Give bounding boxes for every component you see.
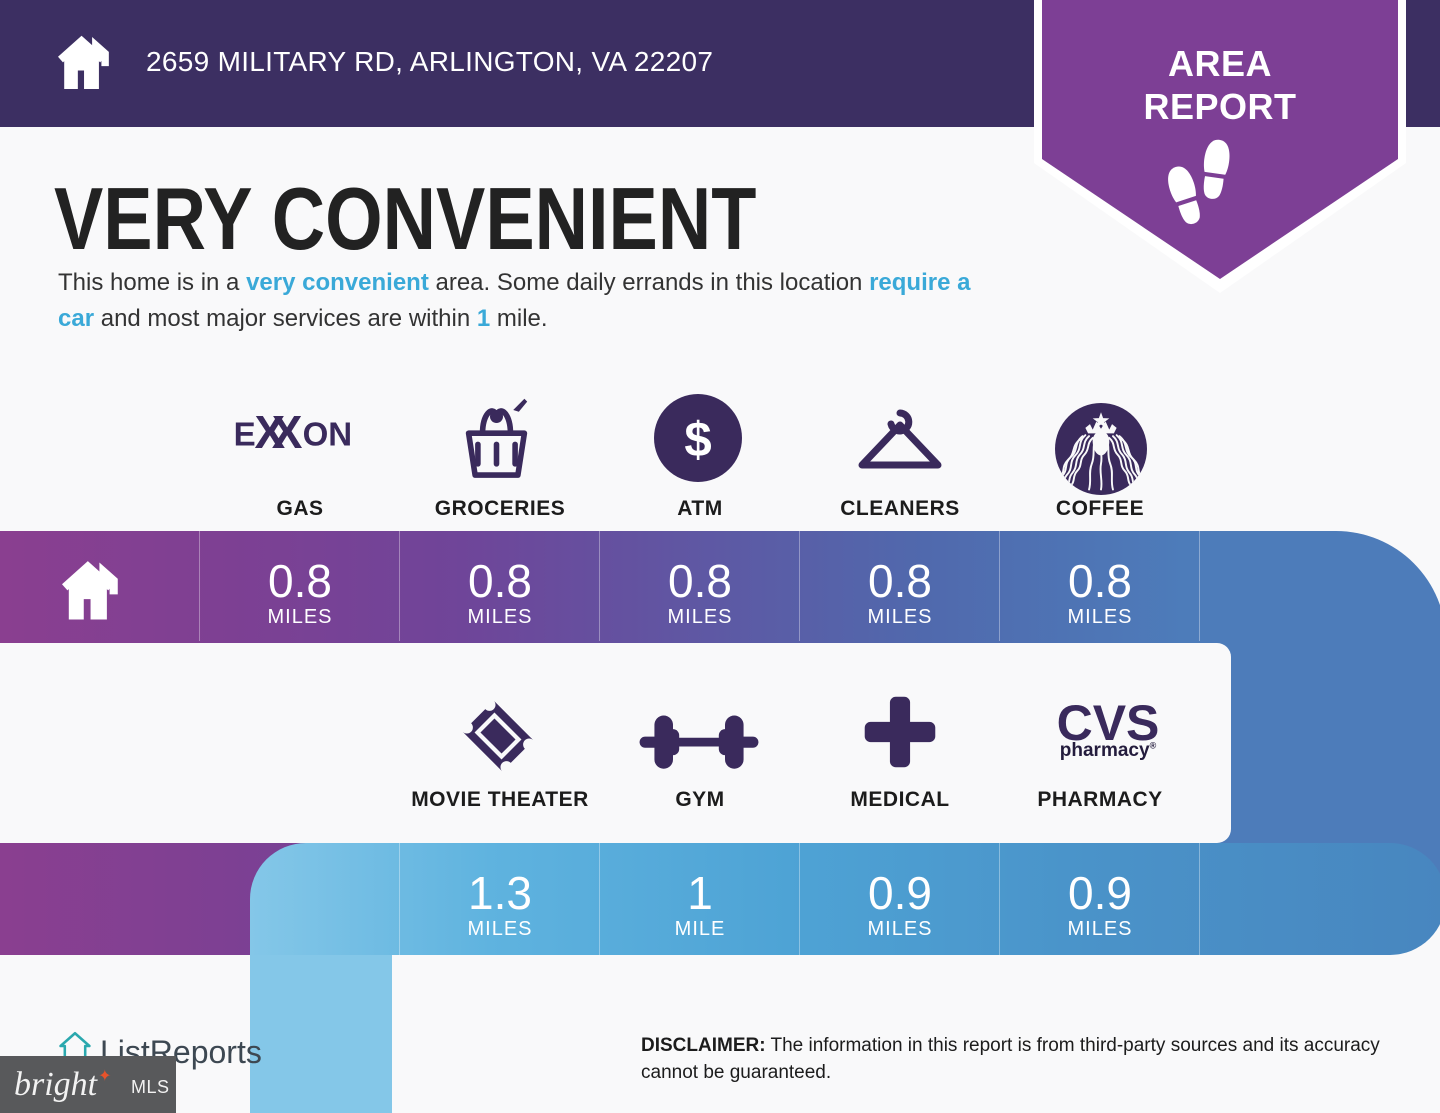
svg-text:X: X	[272, 406, 303, 458]
svg-text:$: $	[684, 413, 711, 467]
svg-text:E: E	[235, 416, 256, 453]
svg-text:ON: ON	[303, 416, 350, 453]
